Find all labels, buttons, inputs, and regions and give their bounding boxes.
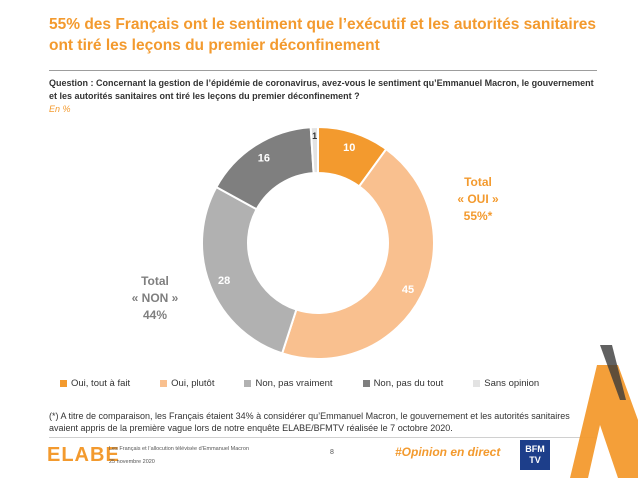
legend-label: Sans opinion (484, 377, 540, 389)
footer-date: 25 novembre 2020 (109, 459, 155, 465)
legend-swatch (244, 379, 252, 387)
donut-slice (309, 125, 319, 175)
legend-swatch (473, 379, 481, 387)
legend-item: Oui, plutôt (160, 378, 214, 389)
page-number: 8 (330, 449, 334, 456)
slice-value-label: 28 (218, 275, 230, 287)
legend-item: Sans opinion (473, 378, 539, 389)
question-text: Question : Concernant la gestion de l’ép… (49, 78, 594, 101)
legend-label: Oui, plutôt (171, 377, 215, 389)
legend-item: Non, pas vraiment (244, 377, 333, 389)
donut-slice (280, 147, 435, 360)
legend-label: Non, pas vraiment (255, 377, 333, 389)
hashtag: #Opinion en direct (395, 445, 501, 459)
legend-swatch (160, 379, 168, 387)
total-non-annotation: Total « NON » 44% (117, 273, 193, 324)
slice-value-label: 16 (258, 153, 270, 165)
footnote: (*) A titre de comparaison, les Français… (49, 411, 570, 433)
page-title: 55% des Français ont le sentiment que l’… (49, 16, 597, 54)
total-oui-line-2: « OUI » (457, 192, 499, 206)
total-non-line-1: Total (141, 274, 169, 288)
decorative-dark-stroke (600, 345, 626, 400)
legend-swatch (362, 379, 370, 387)
legend-label: Oui, tout à fait (71, 377, 131, 389)
bfmtv-logo: BFM TV (520, 440, 550, 470)
total-non-line-3: 44% (142, 308, 168, 322)
footer-study-title: Les Français et l’allocution télévisée d… (109, 446, 250, 452)
footer-divider (49, 437, 597, 438)
slice-value-label: 10 (343, 142, 355, 154)
total-non-line-2: « NON » (131, 291, 179, 305)
title-divider (49, 70, 597, 71)
total-oui-line-3: 55%* (463, 209, 493, 223)
legend-item: Oui, tout à fait (60, 378, 130, 389)
decorative-orange-stroke (570, 365, 638, 478)
legend-item: Non, pas du tout (362, 377, 444, 389)
slice-value-label: 45 (402, 284, 414, 296)
legend-swatch (60, 379, 67, 387)
legend-label: Non, pas du tout (373, 377, 444, 389)
donut-slice (201, 185, 298, 355)
chart-legend: Oui, tout à fait Oui, plutôt Non, pas vrai… (60, 376, 600, 390)
total-oui-annotation: Total « OUI » 55%* (440, 174, 516, 225)
unit-label: En % (49, 104, 71, 114)
elabe-logo: ELABE (47, 444, 120, 466)
total-oui-line-1: Total (464, 175, 492, 189)
slice-value-label: 1 (312, 131, 317, 141)
